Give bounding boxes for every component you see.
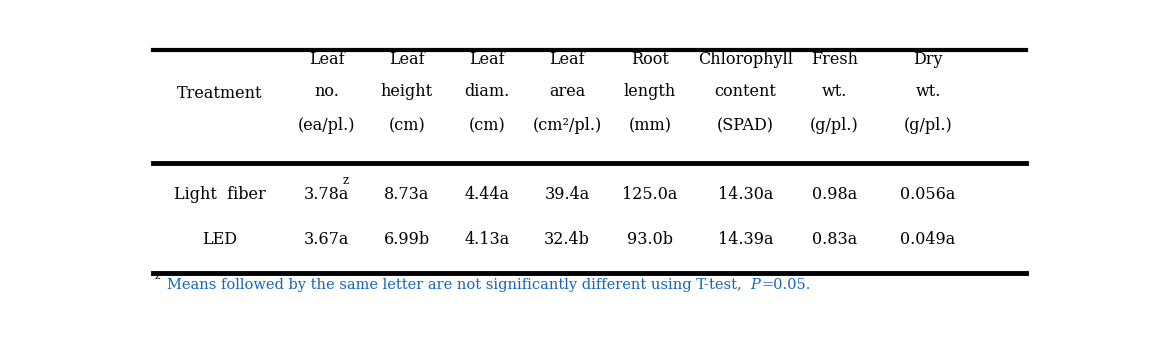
Text: 0.98a: 0.98a (812, 186, 857, 203)
Text: 8.73a: 8.73a (384, 186, 429, 203)
Text: 6.99b: 6.99b (384, 231, 430, 248)
Text: LED: LED (202, 231, 237, 248)
Text: Chlorophyll: Chlorophyll (698, 51, 792, 69)
Text: 0.056a: 0.056a (900, 186, 956, 203)
Text: no.: no. (314, 83, 339, 100)
Text: Fresh: Fresh (811, 51, 858, 69)
Text: diam.: diam. (465, 83, 509, 100)
Text: Dry: Dry (913, 51, 943, 69)
Text: (ea/pl.): (ea/pl.) (298, 117, 355, 134)
Text: wt.: wt. (822, 83, 848, 100)
Text: 125.0a: 125.0a (622, 186, 677, 203)
Text: z: z (343, 174, 350, 187)
Text: 4.13a: 4.13a (465, 231, 509, 248)
Text: (g/pl.): (g/pl.) (904, 117, 952, 134)
Text: Means followed by the same letter are not significantly different using T-test,: Means followed by the same letter are no… (167, 278, 751, 292)
Text: 4.44a: 4.44a (465, 186, 509, 203)
Text: Treatment: Treatment (177, 85, 262, 102)
Text: height: height (381, 83, 432, 100)
Text: (cm): (cm) (468, 117, 505, 134)
Text: =0.05.: =0.05. (761, 278, 811, 292)
Text: (SPAD): (SPAD) (716, 117, 774, 134)
Text: Light  fiber: Light fiber (174, 186, 266, 203)
Text: 14.39a: 14.39a (718, 231, 773, 248)
Text: 0.83a: 0.83a (812, 231, 857, 248)
Text: Leaf: Leaf (389, 51, 424, 69)
Text: Leaf: Leaf (308, 51, 344, 69)
Text: P: P (751, 278, 760, 292)
Text: z: z (154, 272, 160, 281)
Text: (cm²/pl.): (cm²/pl.) (532, 117, 601, 134)
Text: 3.67a: 3.67a (304, 231, 350, 248)
Text: content: content (714, 83, 776, 100)
Text: Leaf: Leaf (469, 51, 505, 69)
Text: Root: Root (631, 51, 669, 69)
Text: 14.30a: 14.30a (718, 186, 773, 203)
Text: 3.78a: 3.78a (304, 186, 350, 203)
Text: (cm): (cm) (389, 117, 426, 134)
Text: (g/pl.): (g/pl.) (810, 117, 859, 134)
Text: 39.4a: 39.4a (544, 186, 590, 203)
Text: 0.049a: 0.049a (900, 231, 956, 248)
Text: wt.: wt. (915, 83, 941, 100)
Text: 32.4b: 32.4b (544, 231, 590, 248)
Text: 93.0b: 93.0b (627, 231, 673, 248)
Text: Leaf: Leaf (550, 51, 585, 69)
Text: length: length (623, 83, 676, 100)
Text: (mm): (mm) (629, 117, 672, 134)
Text: area: area (549, 83, 585, 100)
